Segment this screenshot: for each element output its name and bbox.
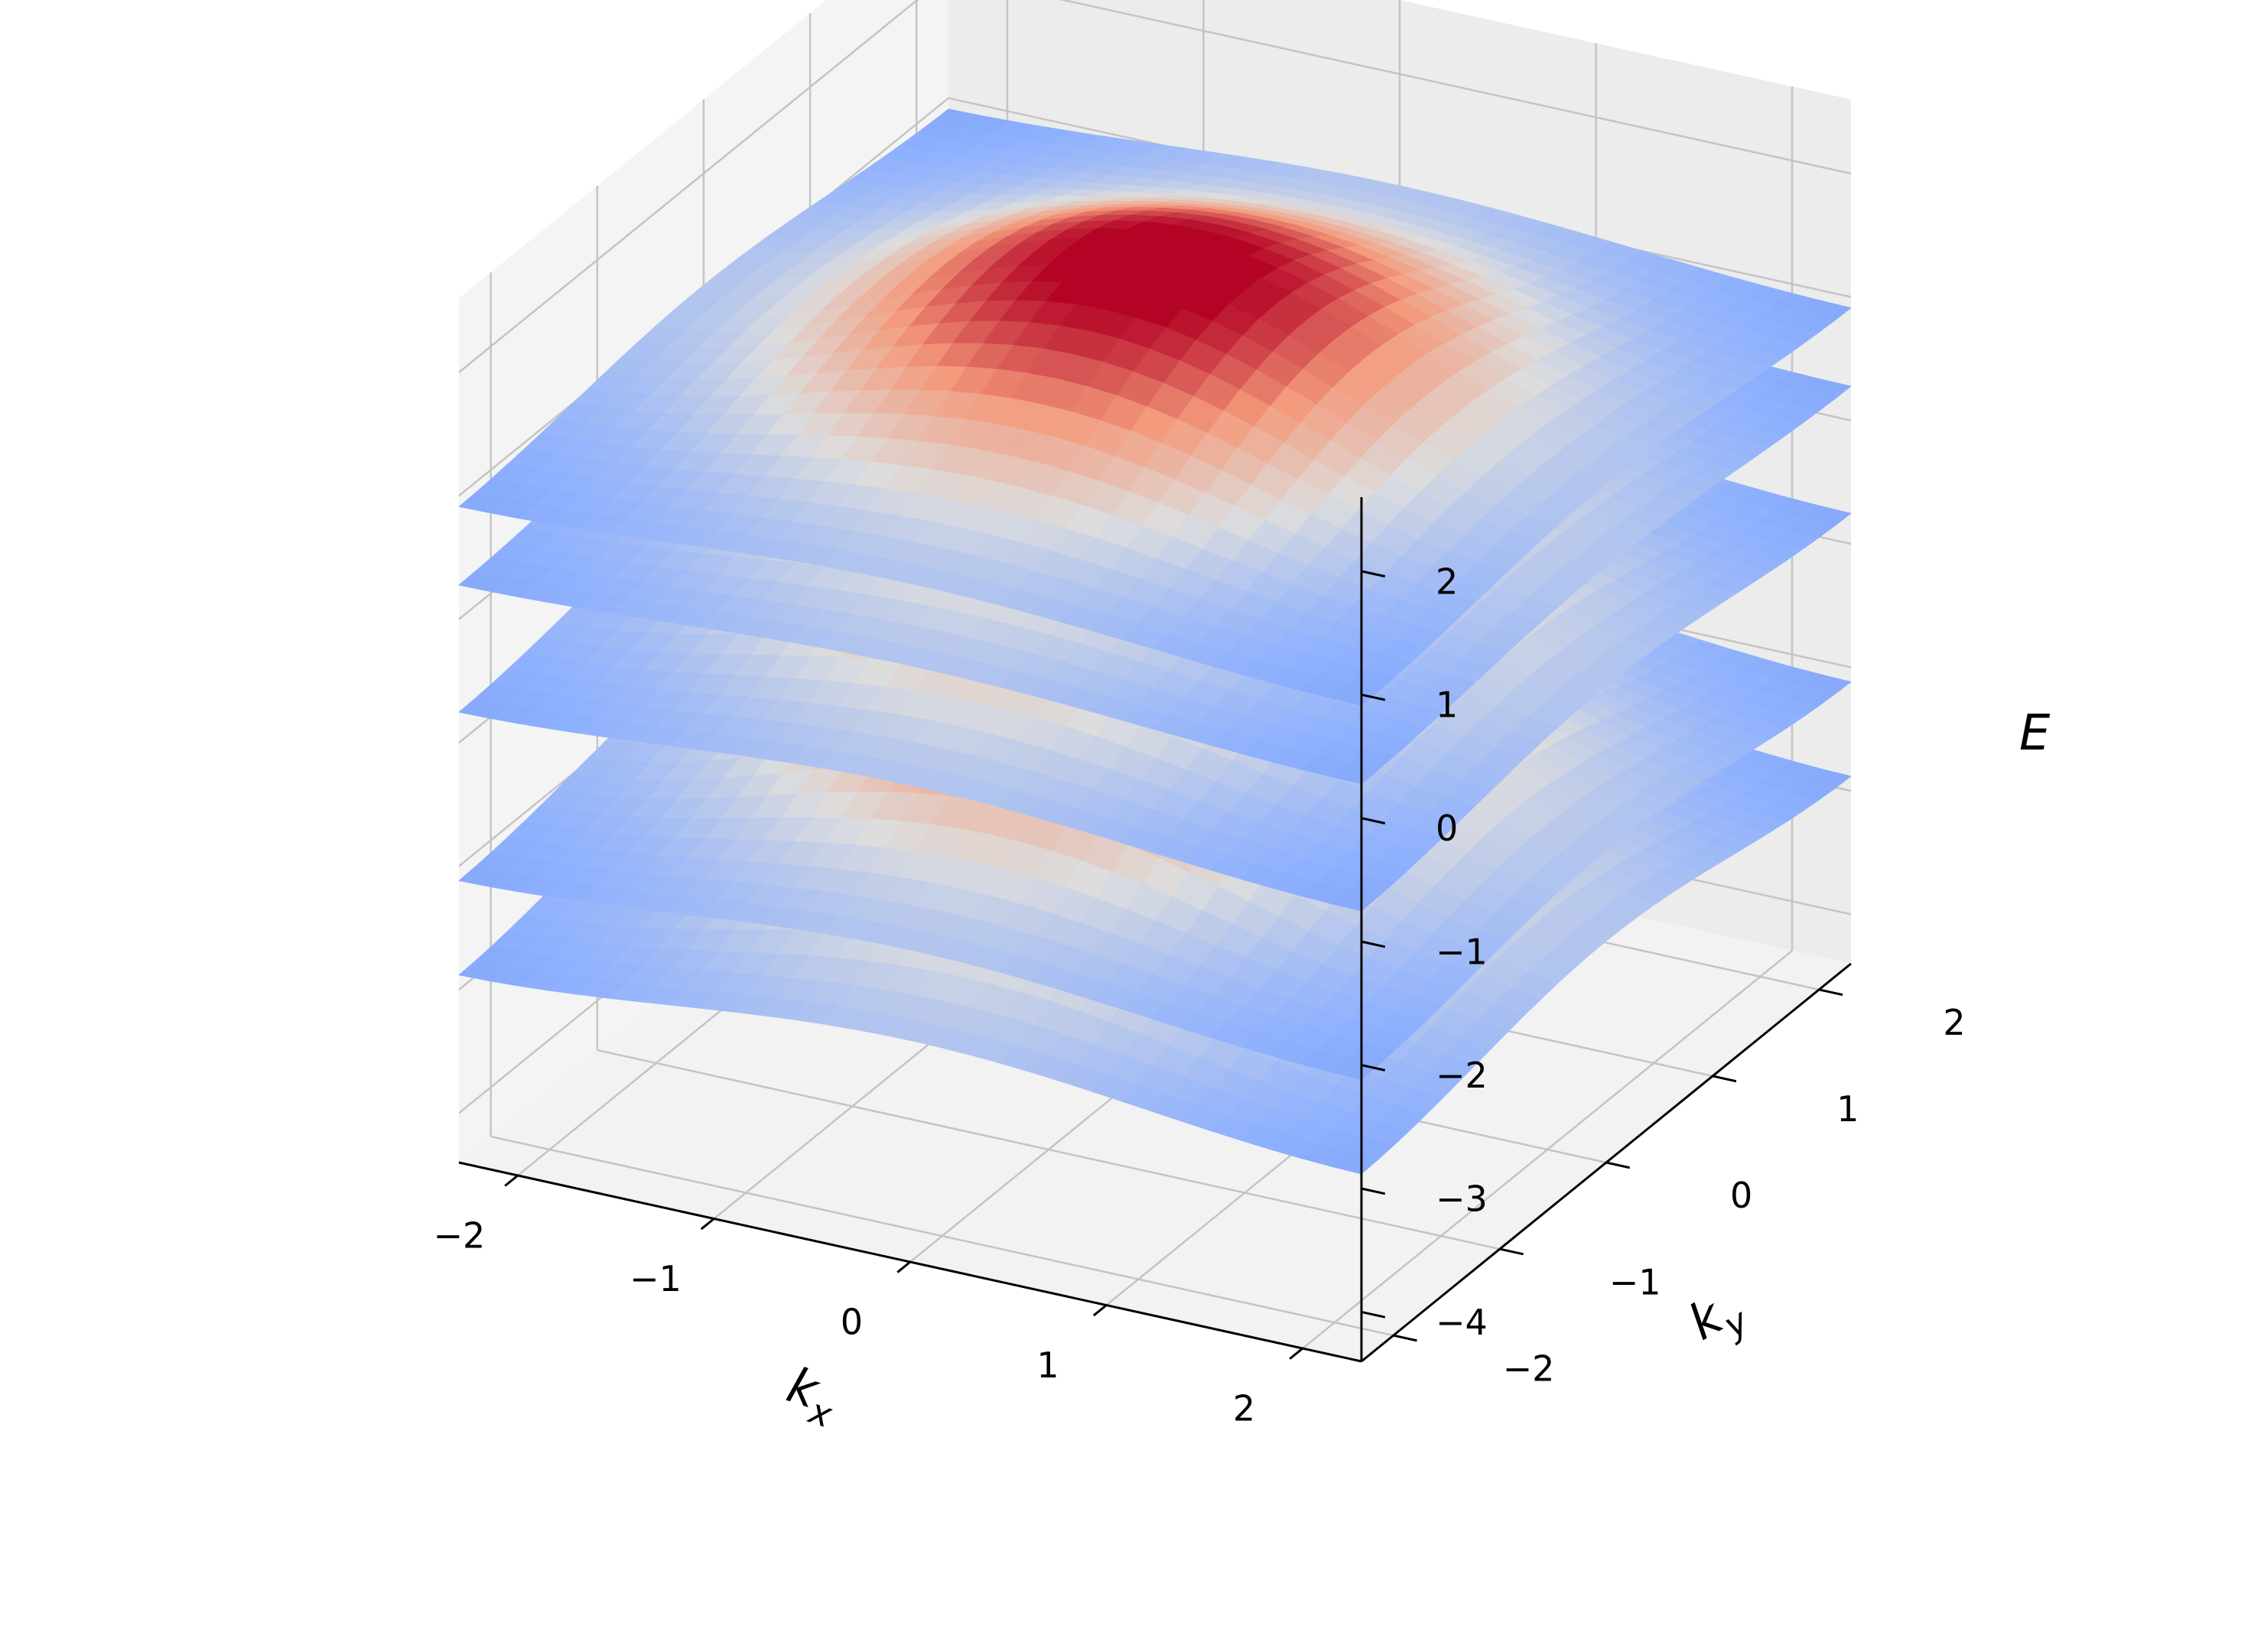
floor-grid-y [597,1049,1501,1250]
tick-mark [1605,1161,1631,1169]
x-tick-label: 1 [1036,1345,1059,1386]
y-axis-label: ky [1680,1278,1756,1361]
back-grid-z [1059,0,1852,175]
z-tick-label: −1 [1436,932,1488,973]
tick-mark [1092,1304,1108,1317]
surface-patch [1330,1057,1379,1080]
tick-mark [1499,1247,1524,1256]
y-tick-label: 2 [1943,1002,1965,1043]
band-surfaces [458,109,1852,1175]
y-tick-label: 1 [1836,1088,1859,1130]
z-tick-label: 2 [1436,561,1458,602]
z-tick-label: 0 [1436,808,1458,849]
tick-mark [700,1218,715,1231]
y-tick-label: −2 [1503,1348,1555,1389]
surface-patch [1330,889,1379,912]
surface-patch [1330,1152,1379,1175]
x-tick-label: −2 [433,1215,485,1257]
tick-mark [1289,1347,1303,1360]
floor-grid-y [490,1135,1394,1337]
z-tick-label: −2 [1436,1055,1488,1096]
z-axis-label: E [2019,705,2051,762]
x-tick-label: 2 [1233,1388,1255,1429]
z-tick-label: −4 [1436,1302,1488,1343]
tick-mark [896,1260,911,1273]
x-axis-label: kx [777,1358,845,1436]
y-tick-label: 0 [1730,1175,1752,1216]
x-tick-label: 0 [841,1302,863,1343]
tick-mark [1393,1334,1417,1342]
z-tick-label: 1 [1436,685,1458,726]
tick-mark [504,1174,519,1187]
tick-mark [1712,1075,1737,1083]
left-grid-z [458,0,919,373]
z-tick-label: −3 [1436,1179,1488,1220]
y-tick-label: −1 [1609,1261,1661,1302]
x-tick-label: −1 [629,1258,681,1299]
tick-mark [1818,988,1843,997]
